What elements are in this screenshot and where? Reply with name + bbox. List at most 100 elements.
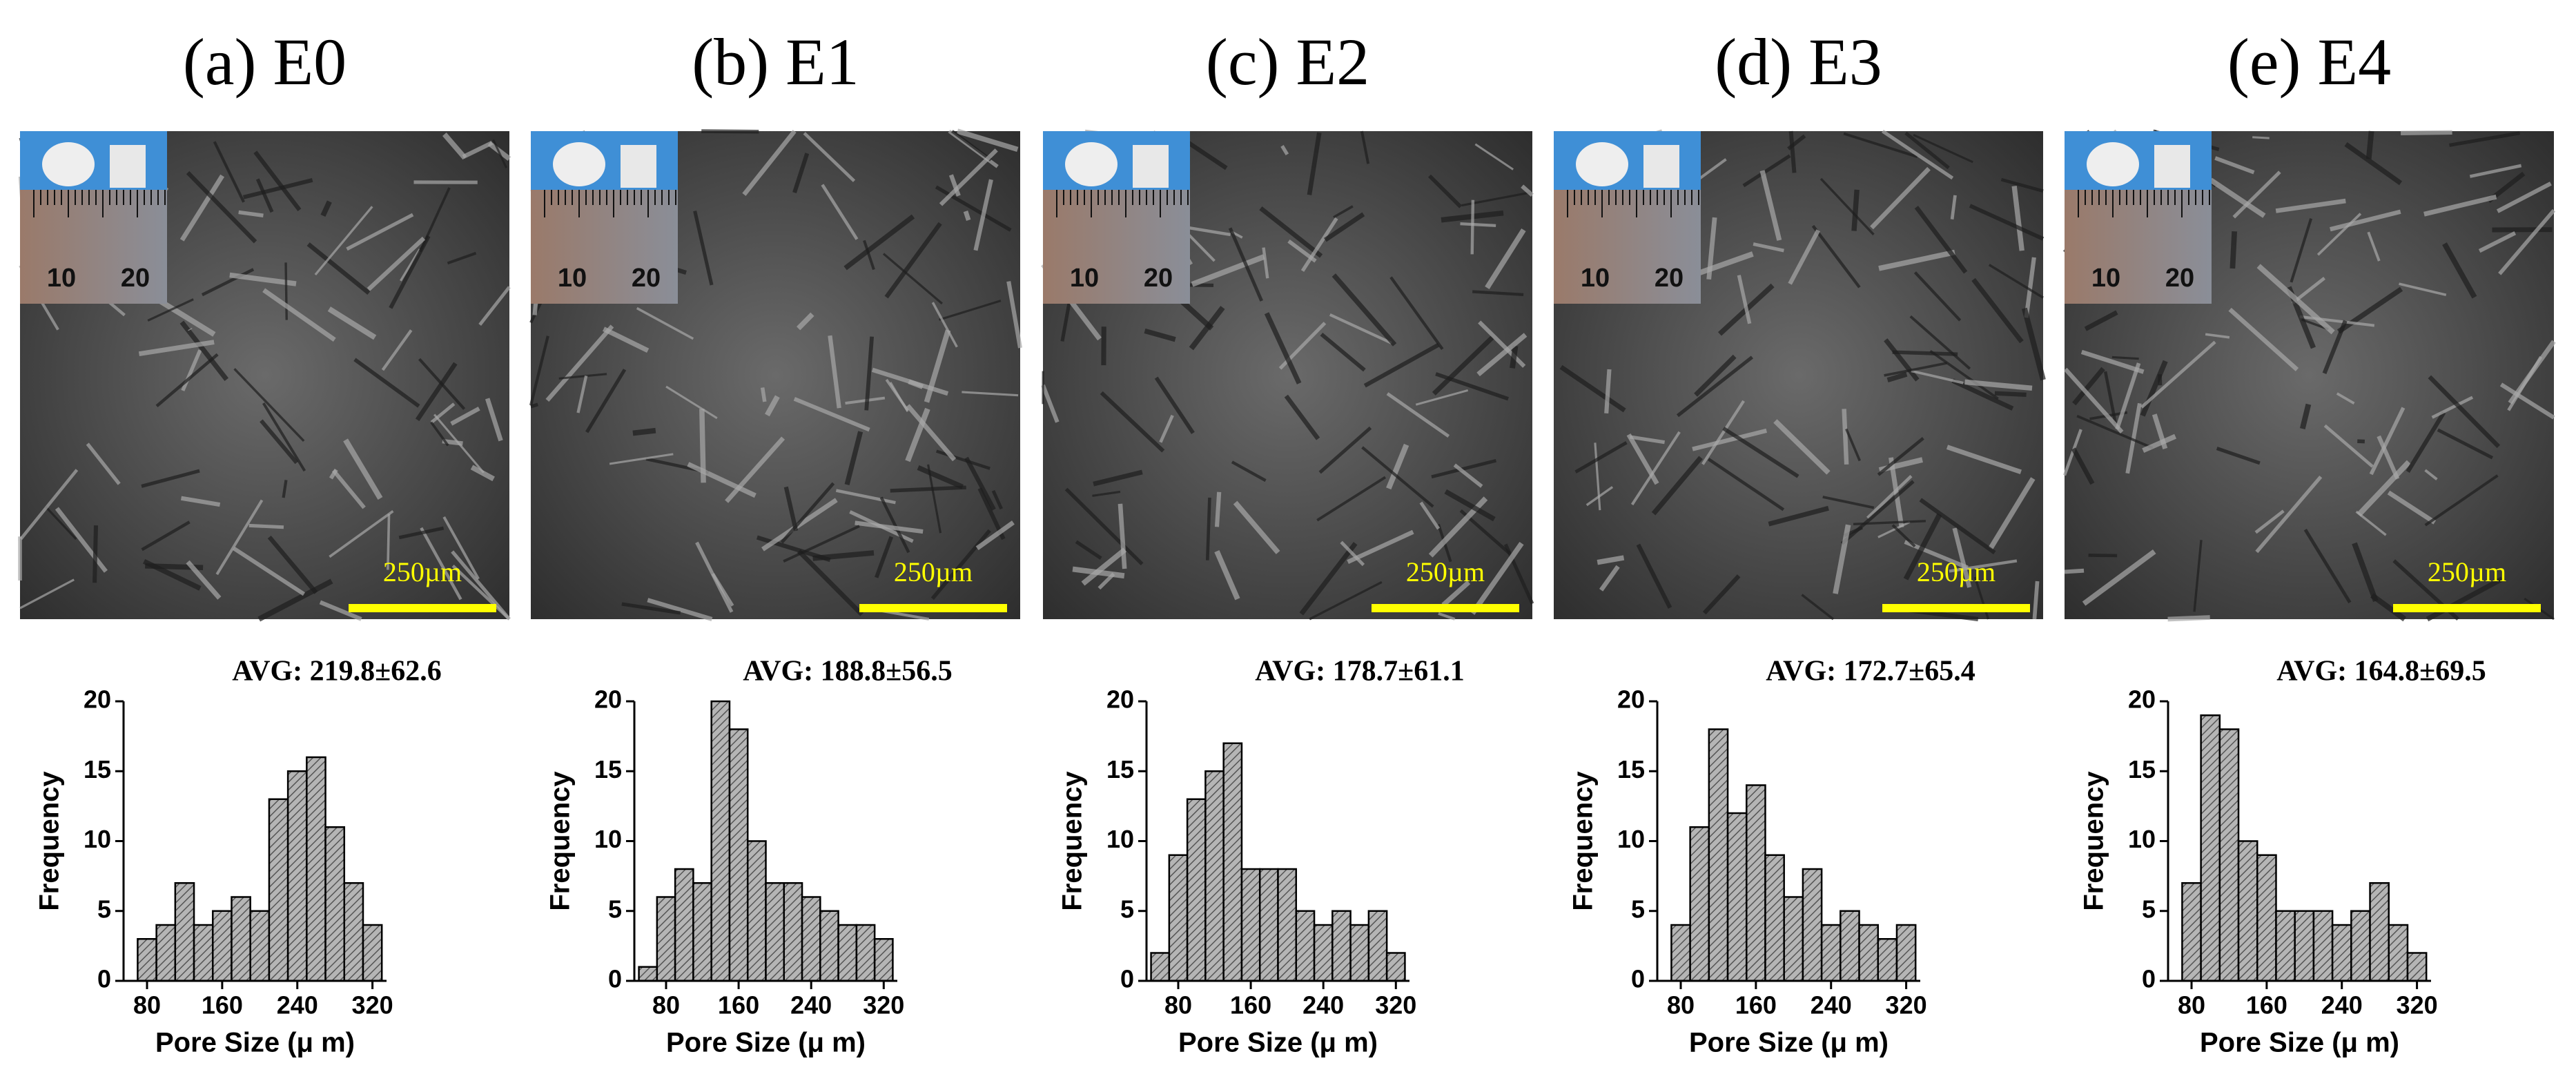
x-tick-label: 80 bbox=[2178, 991, 2205, 1020]
pore-wall bbox=[761, 498, 838, 552]
annotation: AVG: 178.7±61.1 bbox=[1255, 656, 1464, 688]
pore-wall bbox=[1318, 426, 1372, 474]
pore-wall bbox=[1453, 463, 1483, 488]
pore-wall bbox=[233, 368, 305, 442]
pore-wall bbox=[1701, 400, 1745, 465]
scale-bar-label: 250µm bbox=[383, 556, 462, 587]
pore-wall bbox=[1231, 460, 1267, 482]
pore-wall bbox=[398, 526, 445, 540]
pore-wall bbox=[257, 578, 333, 622]
y-tick-label: 0 bbox=[1120, 965, 1134, 993]
pore-wall bbox=[1636, 543, 1672, 609]
bar bbox=[801, 896, 821, 982]
bar bbox=[855, 924, 876, 982]
pore-wall bbox=[485, 398, 503, 442]
pore-wall bbox=[1597, 555, 1625, 565]
bar bbox=[674, 868, 694, 982]
pore-wall bbox=[812, 550, 875, 561]
pore-wall bbox=[2344, 142, 2403, 186]
bar bbox=[1277, 868, 1298, 982]
pore-wall bbox=[19, 578, 75, 610]
pore-wall bbox=[2423, 194, 2497, 217]
pore-wall bbox=[1041, 384, 1060, 423]
bar bbox=[1840, 910, 1860, 982]
pore-wall bbox=[2469, 164, 2522, 178]
pore-wall bbox=[917, 465, 964, 489]
pore-wall bbox=[1788, 130, 1797, 173]
bar bbox=[249, 910, 271, 982]
pore-wall bbox=[1788, 229, 1820, 285]
pore-wall bbox=[863, 240, 875, 271]
x-axis-label: Pore Size (μ m) bbox=[1689, 1028, 1889, 1058]
pore-wall bbox=[478, 286, 511, 326]
pore-wall bbox=[1594, 442, 1601, 511]
pore-wall bbox=[1444, 489, 1496, 522]
x-tick-label: 320 bbox=[2397, 991, 2438, 1020]
pore-wall bbox=[529, 335, 549, 406]
pore-wall bbox=[2424, 469, 2438, 480]
pore-wall bbox=[1630, 431, 1681, 506]
sample-cylinder bbox=[621, 145, 656, 188]
x-tick-label: 160 bbox=[1230, 991, 1271, 1020]
y-tick-label: 20 bbox=[594, 685, 622, 714]
pore-wall bbox=[255, 178, 274, 213]
pore-wall bbox=[2478, 231, 2517, 253]
annotation: AVG: 172.7±65.4 bbox=[1766, 656, 1975, 688]
y-axis-label: Frequency bbox=[35, 771, 65, 911]
sem-image: 10 20 250µm bbox=[18, 131, 511, 622]
pore-wall bbox=[603, 326, 650, 353]
bar bbox=[1222, 742, 1243, 982]
pore-wall bbox=[147, 298, 194, 322]
pore-wall bbox=[1347, 529, 1414, 564]
bar bbox=[1349, 924, 1370, 982]
pore-wall bbox=[319, 600, 362, 621]
pore-wall bbox=[884, 222, 942, 299]
pore-wall bbox=[2111, 355, 2139, 360]
inset-bottom bbox=[2065, 190, 2212, 304]
pore-wall bbox=[400, 248, 421, 282]
pore-wall bbox=[430, 402, 456, 424]
ruler-label: 20 bbox=[1144, 264, 1173, 293]
pore-wall bbox=[2214, 156, 2255, 175]
bar bbox=[2181, 882, 2202, 982]
ruler-label: 10 bbox=[47, 264, 76, 293]
pore-wall bbox=[1626, 433, 1659, 485]
pore-wall bbox=[1969, 204, 2045, 241]
pore-wall bbox=[451, 550, 511, 621]
x-tick-label: 160 bbox=[2246, 991, 2287, 1020]
pore-wall bbox=[1819, 177, 1875, 235]
x-tick-label: 240 bbox=[2321, 991, 2363, 1020]
pore-wall bbox=[1892, 350, 1958, 356]
pore-wall bbox=[1702, 574, 1741, 615]
pore-wall bbox=[585, 369, 627, 433]
bar bbox=[2200, 714, 2221, 982]
pore-wall bbox=[2426, 576, 2504, 622]
pore-wall bbox=[1331, 273, 1397, 347]
pore-wall bbox=[780, 482, 835, 544]
pore-wall bbox=[1886, 371, 1908, 382]
pore-wall bbox=[1988, 477, 2036, 550]
pore-wall bbox=[2322, 320, 2348, 374]
pore-wall bbox=[1510, 345, 1519, 369]
pore-wall bbox=[843, 214, 915, 271]
pore-wall bbox=[367, 236, 426, 291]
pore-wall bbox=[939, 300, 1002, 321]
pore-wall bbox=[1949, 559, 2018, 573]
bar bbox=[783, 882, 803, 982]
ruler-label: 20 bbox=[632, 264, 661, 293]
pore-wall bbox=[803, 132, 856, 182]
pore-wall bbox=[1470, 541, 1524, 615]
bar bbox=[1746, 784, 1766, 982]
sem-image: 10 20 250µm bbox=[529, 128, 1023, 621]
pore-wall bbox=[742, 129, 797, 196]
bar bbox=[765, 882, 786, 982]
pore-wall bbox=[1891, 524, 1916, 548]
bar bbox=[2275, 910, 2296, 982]
sample-cylinder bbox=[110, 145, 146, 188]
panel-title: (d) E3 bbox=[1715, 25, 1882, 99]
bar bbox=[2369, 882, 2390, 982]
pore-wall bbox=[558, 373, 607, 380]
pore-wall bbox=[1264, 312, 1302, 384]
pore-wall bbox=[1971, 277, 2024, 344]
